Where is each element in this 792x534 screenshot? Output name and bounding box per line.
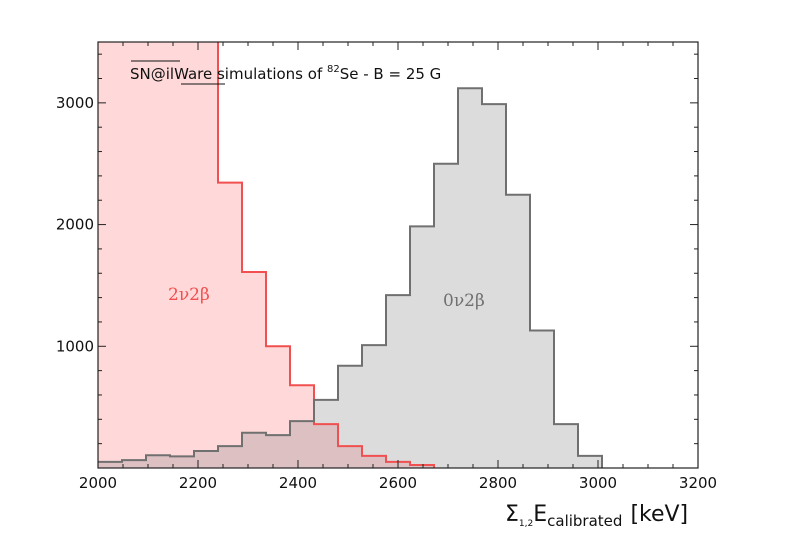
series-outline-0	[217, 42, 435, 468]
y-tick-1000: 1000	[56, 337, 94, 355]
series-label-0: 2ν2β	[168, 285, 210, 305]
x-tick-2000: 2000	[79, 474, 117, 492]
histogram-series	[98, 42, 603, 468]
x-tick-2400: 2400	[279, 474, 317, 492]
x-tick-2600: 2600	[379, 474, 417, 492]
x-axis-label: Σ1,2Ecalibrated [keV]	[505, 502, 688, 530]
y-tick-2000: 2000	[56, 216, 94, 234]
y-tick-3000: 3000	[56, 94, 94, 112]
series-fill-0	[98, 42, 602, 468]
series-overlap-fill	[98, 421, 602, 468]
x-tick-3000: 3000	[579, 474, 617, 492]
x-tick-3200: 3200	[679, 474, 717, 492]
title-brand-sn: SN@il	[130, 65, 174, 83]
series-outline-1	[98, 87, 603, 468]
title-isotope-symbol: Se	[340, 65, 359, 83]
axes: 2000 2200 2400 2600 2800 3000 3200 1000 2000 3000	[56, 41, 717, 492]
title-rest: simulations of	[212, 65, 327, 83]
xlabel-e-sub: calibrated	[547, 512, 622, 530]
series-annotations: 2ν2β 0ν2β	[168, 285, 485, 311]
xlabel-e: E	[533, 502, 547, 527]
title-brand-ware: Ware	[174, 65, 212, 83]
x-tick-2800: 2800	[479, 474, 517, 492]
chart-title: SN@ilWare simulations of 82Se - B = 25 G	[130, 64, 441, 83]
title-field: - B = 25 G	[358, 65, 441, 83]
title-isotope-mass: 82	[327, 64, 340, 75]
series-label-1: 0ν2β	[443, 291, 485, 311]
xlabel-sigma-sub: 1,2	[519, 519, 533, 529]
xlabel-sigma: Σ	[505, 502, 519, 527]
series-fill-1	[98, 88, 602, 468]
x-tick-2200: 2200	[179, 474, 217, 492]
xlabel-unit: [keV]	[630, 502, 688, 527]
